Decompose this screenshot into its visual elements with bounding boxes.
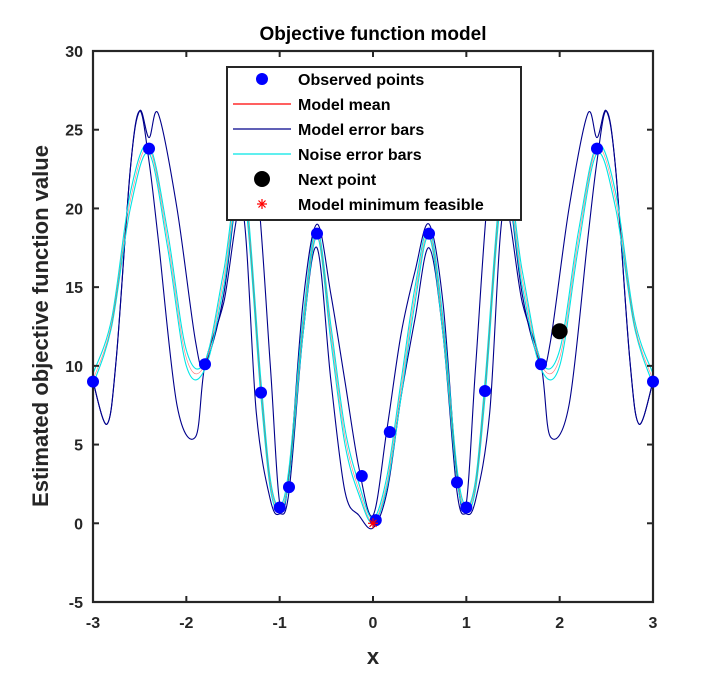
observed-point <box>647 375 659 388</box>
x-tick-label: 2 <box>555 615 564 632</box>
observed-point <box>460 501 473 514</box>
observed-point <box>283 481 295 494</box>
observed-point <box>273 501 286 514</box>
x-tick-label: 3 <box>649 615 658 632</box>
next-point <box>551 323 568 340</box>
chart-title: Objective function model <box>260 24 487 45</box>
axes: -3 -2 -1 0 1 2 3 -5 0 5 10 15 20 25 30 <box>65 44 657 632</box>
observed-point <box>451 476 463 489</box>
legend-marker <box>257 199 267 209</box>
observed-point <box>311 227 323 240</box>
observed-point <box>423 227 435 240</box>
y-tick-label: 10 <box>65 359 83 376</box>
y-axis-label: Estimated objective function value <box>28 145 53 507</box>
x-tick-label: 1 <box>462 615 471 632</box>
y-tick-label: 25 <box>65 123 83 140</box>
model-error-lower-line <box>93 110 653 530</box>
legend-marker <box>254 171 270 187</box>
points-layer <box>87 142 659 529</box>
legend-label: Model minimum feasible <box>298 197 484 214</box>
x-tick-label: 0 <box>369 615 378 632</box>
y-tick-label: 30 <box>65 44 83 61</box>
x-axis-label: x <box>367 644 380 669</box>
observed-point <box>255 386 267 399</box>
legend: Observed points Model mean Model error bar… <box>226 66 522 221</box>
observed-point <box>355 470 368 483</box>
observed-point <box>591 142 603 155</box>
observed-point <box>535 358 547 371</box>
observed-point <box>87 375 99 388</box>
y-tick-label: 5 <box>74 438 83 455</box>
observed-point <box>383 425 396 438</box>
y-tick-label: -5 <box>69 595 83 612</box>
legend-label: Noise error bars <box>298 147 422 164</box>
legend-label: Next point <box>298 172 377 189</box>
model-minimum-feasible-marker <box>368 518 378 529</box>
observed-point <box>479 385 491 398</box>
x-tick-label: -3 <box>86 615 100 632</box>
legend-label: Model error bars <box>298 122 424 139</box>
y-tick-label: 15 <box>65 280 83 297</box>
observed-point <box>199 358 211 371</box>
legend-marker <box>256 73 268 85</box>
legend-box <box>226 66 522 221</box>
y-tick-label: 20 <box>65 201 83 218</box>
observed-point <box>143 142 155 155</box>
legend-items: Observed points Model mean Model error bar… <box>233 72 484 214</box>
y-tick-label: 0 <box>74 516 83 533</box>
x-tick-label: -2 <box>179 615 193 632</box>
legend-label: Model mean <box>298 97 390 114</box>
legend-label: Observed points <box>298 72 424 89</box>
x-tick-label: -1 <box>273 615 287 632</box>
